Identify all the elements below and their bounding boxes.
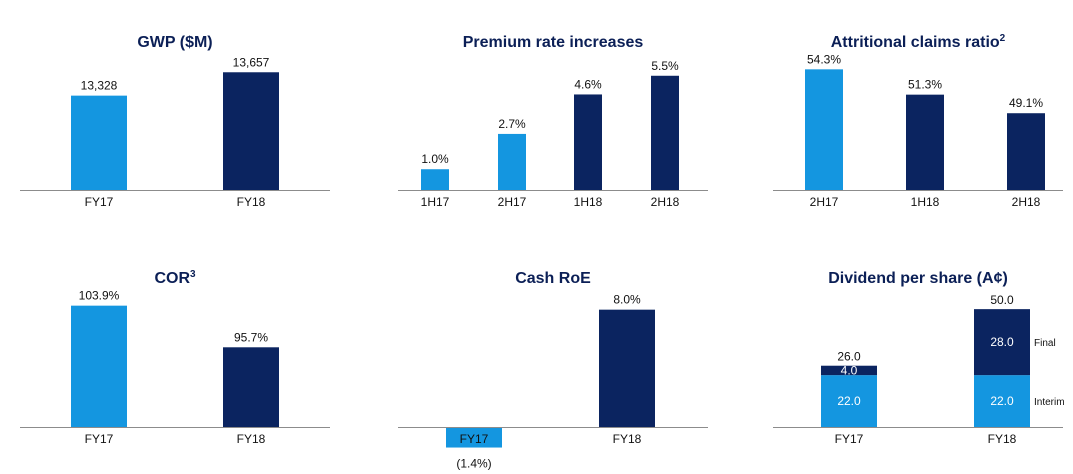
data-label: 8.0% xyxy=(613,293,641,307)
bar-final-fy17 xyxy=(821,365,877,376)
data-label: 54.3% xyxy=(807,52,841,66)
chart-panel-4: COR3 FY17 103.9% FY18 95.7% xyxy=(20,269,330,446)
data-label: 13,657 xyxy=(233,55,270,69)
bar-final-fy18 xyxy=(974,309,1030,376)
bar-fy18 xyxy=(599,309,655,427)
bar-interim-fy17 xyxy=(821,375,877,427)
x-tick-label: 2H17 xyxy=(498,195,527,209)
data-label-total: 50.0 xyxy=(990,293,1014,307)
series-label-interim: Interim xyxy=(1034,397,1065,408)
x-tick-label: FY18 xyxy=(613,432,642,446)
chart-panel-1: GWP ($M) FY17 13,328 FY18 13,657 xyxy=(20,34,330,209)
x-tick-label: FY17 xyxy=(835,432,864,446)
data-label: 13,328 xyxy=(81,79,118,93)
data-label: 103.9% xyxy=(79,289,120,303)
chart-panel-5: Cash RoE FY17 (1.4%) FY18 8.0% xyxy=(398,270,708,471)
bar-fy18 xyxy=(223,347,279,427)
x-tick-label: 2H18 xyxy=(651,195,680,209)
bar-1h18 xyxy=(574,94,602,190)
bar-fy17 xyxy=(71,95,127,190)
bar-1h18 xyxy=(906,94,944,190)
x-tick-label: 2H18 xyxy=(1012,195,1041,209)
data-label: 5.5% xyxy=(651,59,679,73)
bar-fy17 xyxy=(71,305,127,427)
data-label: 95.7% xyxy=(234,330,268,344)
data-label: 2.7% xyxy=(498,117,526,131)
x-tick-label: FY18 xyxy=(237,195,266,209)
bar-1h17 xyxy=(421,169,449,190)
chart-title: Attritional claims ratio2 xyxy=(831,33,1006,51)
series-label-final: Final xyxy=(1034,338,1056,349)
data-label-final: 4.0 xyxy=(841,363,858,377)
bar-interim-fy18 xyxy=(974,375,1030,427)
data-label: 4.6% xyxy=(574,77,602,91)
x-tick-label: 1H18 xyxy=(574,195,603,209)
bar-2h17 xyxy=(498,133,526,190)
x-tick-label: 1H17 xyxy=(421,195,450,209)
x-tick-label: FY17 xyxy=(85,195,114,209)
data-label-final: 28.0 xyxy=(990,335,1014,349)
chart-panel-3: Attritional claims ratio2 2H17 54.3% 1H18 51… xyxy=(773,33,1063,209)
x-tick-label: FY17 xyxy=(460,432,489,446)
chart-title: Premium rate increases xyxy=(463,34,644,51)
chart-title: COR3 xyxy=(154,269,196,287)
bar-2h17 xyxy=(805,69,843,190)
bar-fy17 xyxy=(446,427,502,448)
bar-2h18 xyxy=(651,75,679,190)
x-tick-label: 2H17 xyxy=(810,195,839,209)
data-label: (1.4%) xyxy=(456,457,491,471)
bar-2h18 xyxy=(1007,113,1045,190)
bar-fy18 xyxy=(223,72,279,190)
chart-panel-6: Dividend per share (A¢) 22.0 4.026.0 FY17 22… xyxy=(773,270,1065,446)
x-tick-label: 1H18 xyxy=(911,195,940,209)
data-label-total: 26.0 xyxy=(837,350,861,364)
chart-title: Dividend per share (A¢) xyxy=(828,270,1008,287)
x-tick-label: FY17 xyxy=(85,432,114,446)
data-label: 51.3% xyxy=(908,78,942,92)
title-superscript: 3 xyxy=(190,269,196,280)
chart-panel-2: Premium rate increases 1H17 1.0% 2H17 2.7% 1H… xyxy=(398,34,708,209)
chart-title: Cash RoE xyxy=(515,270,591,287)
data-label: 1.0% xyxy=(421,152,449,166)
title-superscript: 2 xyxy=(1000,33,1006,44)
data-label-interim: 22.0 xyxy=(837,394,861,408)
x-tick-label: FY18 xyxy=(237,432,266,446)
data-label: 49.1% xyxy=(1009,96,1043,110)
data-label-interim: 22.0 xyxy=(990,394,1014,408)
chart-title: GWP ($M) xyxy=(137,34,212,51)
x-tick-label: FY18 xyxy=(988,432,1017,446)
